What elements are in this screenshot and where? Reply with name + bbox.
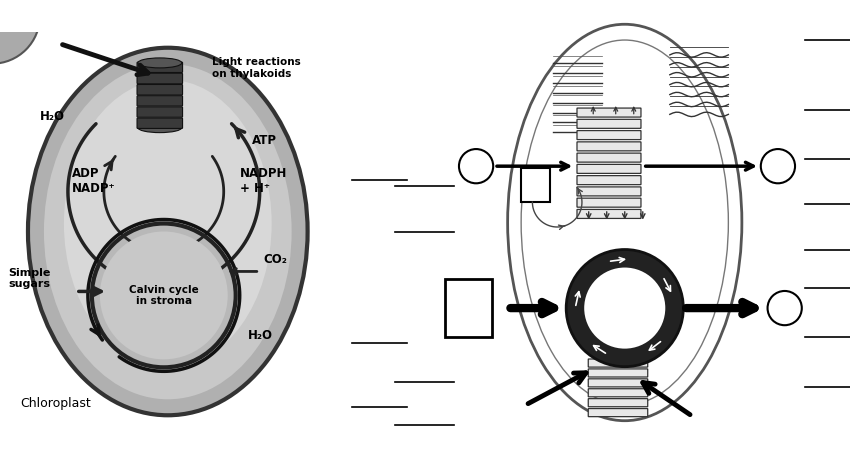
Text: H₂O: H₂O xyxy=(247,329,273,342)
Text: Chloroplast: Chloroplast xyxy=(20,397,91,410)
FancyBboxPatch shape xyxy=(577,198,641,207)
FancyBboxPatch shape xyxy=(588,379,648,387)
FancyBboxPatch shape xyxy=(577,164,641,173)
Circle shape xyxy=(99,232,228,359)
FancyBboxPatch shape xyxy=(137,62,183,73)
FancyBboxPatch shape xyxy=(577,187,641,196)
FancyBboxPatch shape xyxy=(588,359,648,367)
Text: Calvin cycle
in stroma: Calvin cycle in stroma xyxy=(129,285,199,306)
Ellipse shape xyxy=(138,58,182,68)
FancyBboxPatch shape xyxy=(521,169,551,202)
FancyBboxPatch shape xyxy=(137,96,183,106)
Text: H₂O: H₂O xyxy=(39,110,65,123)
Text: ATP: ATP xyxy=(252,134,277,147)
FancyBboxPatch shape xyxy=(577,153,641,162)
Circle shape xyxy=(92,224,235,367)
FancyBboxPatch shape xyxy=(577,131,641,140)
FancyBboxPatch shape xyxy=(445,279,492,338)
FancyBboxPatch shape xyxy=(577,209,641,219)
Text: ADP
NADP⁺: ADP NADP⁺ xyxy=(72,167,116,194)
Circle shape xyxy=(761,149,795,183)
Circle shape xyxy=(459,149,493,183)
Text: NADPH
+ H⁺: NADPH + H⁺ xyxy=(240,167,287,194)
FancyBboxPatch shape xyxy=(577,142,641,151)
FancyBboxPatch shape xyxy=(137,118,183,128)
Text: Light reactions
on thylakoids: Light reactions on thylakoids xyxy=(212,57,301,79)
FancyBboxPatch shape xyxy=(137,73,183,84)
FancyBboxPatch shape xyxy=(137,84,183,95)
Circle shape xyxy=(566,250,683,367)
Ellipse shape xyxy=(44,64,292,399)
FancyBboxPatch shape xyxy=(588,399,648,407)
Text: Simple
sugars: Simple sugars xyxy=(8,268,50,289)
Ellipse shape xyxy=(138,123,182,132)
Circle shape xyxy=(768,291,802,325)
FancyBboxPatch shape xyxy=(577,108,641,117)
Circle shape xyxy=(0,0,40,64)
FancyBboxPatch shape xyxy=(588,369,648,377)
FancyBboxPatch shape xyxy=(137,107,183,117)
Ellipse shape xyxy=(64,80,272,367)
FancyBboxPatch shape xyxy=(577,175,641,185)
FancyBboxPatch shape xyxy=(588,408,648,417)
Text: CO₂: CO₂ xyxy=(264,253,287,267)
Ellipse shape xyxy=(28,48,308,415)
FancyBboxPatch shape xyxy=(577,119,641,128)
FancyBboxPatch shape xyxy=(588,389,648,397)
Circle shape xyxy=(584,268,666,349)
